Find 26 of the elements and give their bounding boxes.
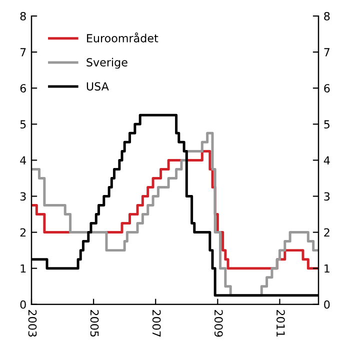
x-tick-label: 2005 xyxy=(90,310,99,337)
y2-tick-label: 7 xyxy=(324,48,330,56)
y-tick-label: 4 xyxy=(20,156,26,164)
y-tick-label: 6 xyxy=(20,84,26,92)
y2-tick-label: 1 xyxy=(324,264,330,273)
y2-tick-label: 0 xyxy=(324,300,330,309)
legend-label: USA xyxy=(86,82,109,91)
y-tick-label: 1 xyxy=(20,264,26,273)
y2-tick-label: 6 xyxy=(324,84,330,92)
x-tick-label: 2009 xyxy=(214,310,223,337)
y-tick-label: 0 xyxy=(20,300,26,309)
legend-label: Euroområdet xyxy=(87,32,158,42)
y2-tick-label: 2 xyxy=(324,228,330,237)
y-tick-label: 7 xyxy=(20,48,26,56)
y2-tick-label: 8 xyxy=(324,12,330,20)
y2-tick-label: 4 xyxy=(324,156,330,164)
legend-label: Sverige xyxy=(86,58,128,69)
y-tick-label: 2 xyxy=(20,228,26,237)
y2-tick-label: 3 xyxy=(324,192,330,201)
y-tick-label: 5 xyxy=(20,120,26,129)
x-tick-label: 2003 xyxy=(28,310,37,337)
x-tick-label: 2007 xyxy=(152,310,161,337)
y-tick-label: 3 xyxy=(20,192,26,201)
y2-tick-label: 5 xyxy=(324,120,330,129)
x-tick-label: 2011 xyxy=(276,310,285,336)
y-tick-label: 8 xyxy=(20,12,26,20)
